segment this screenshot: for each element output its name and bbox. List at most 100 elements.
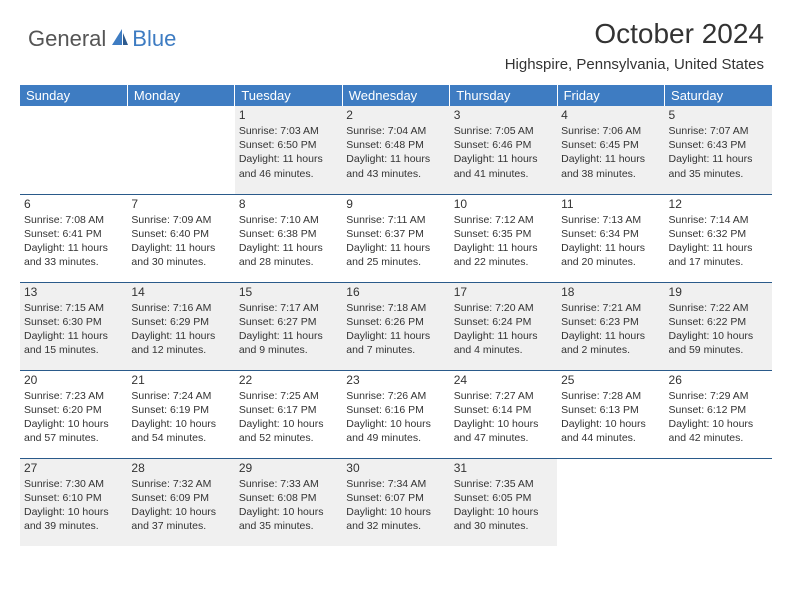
daylight-text: Daylight: 11 hours and 12 minutes.	[131, 329, 230, 357]
dayheader-friday: Friday	[557, 85, 664, 106]
brand-logo: General Blue	[28, 18, 176, 52]
day-info: Sunrise: 7:07 AMSunset: 6:43 PMDaylight:…	[669, 124, 768, 181]
day-info: Sunrise: 7:22 AMSunset: 6:22 PMDaylight:…	[669, 301, 768, 358]
page-title: October 2024	[505, 18, 764, 50]
calendar-table: Sunday Monday Tuesday Wednesday Thursday…	[20, 85, 772, 546]
day-number: 27	[24, 461, 123, 475]
sunrise-text: Sunrise: 7:27 AM	[454, 389, 553, 403]
calendar-cell: 7Sunrise: 7:09 AMSunset: 6:40 PMDaylight…	[127, 194, 234, 282]
sunset-text: Sunset: 6:38 PM	[239, 227, 338, 241]
dayheader-thursday: Thursday	[450, 85, 557, 106]
calendar-cell: 22Sunrise: 7:25 AMSunset: 6:17 PMDayligh…	[235, 370, 342, 458]
sunrise-text: Sunrise: 7:34 AM	[346, 477, 445, 491]
calendar-head: Sunday Monday Tuesday Wednesday Thursday…	[20, 85, 772, 106]
day-number: 5	[669, 108, 768, 122]
day-info: Sunrise: 7:10 AMSunset: 6:38 PMDaylight:…	[239, 213, 338, 270]
daylight-text: Daylight: 11 hours and 9 minutes.	[239, 329, 338, 357]
day-number: 19	[669, 285, 768, 299]
day-number: 28	[131, 461, 230, 475]
day-number: 24	[454, 373, 553, 387]
sunset-text: Sunset: 6:16 PM	[346, 403, 445, 417]
calendar-row: 20Sunrise: 7:23 AMSunset: 6:20 PMDayligh…	[20, 370, 772, 458]
daylight-text: Daylight: 11 hours and 2 minutes.	[561, 329, 660, 357]
day-number: 4	[561, 108, 660, 122]
daylight-text: Daylight: 11 hours and 30 minutes.	[131, 241, 230, 269]
day-number: 29	[239, 461, 338, 475]
day-info: Sunrise: 7:06 AMSunset: 6:45 PMDaylight:…	[561, 124, 660, 181]
day-info: Sunrise: 7:17 AMSunset: 6:27 PMDaylight:…	[239, 301, 338, 358]
daylight-text: Daylight: 10 hours and 54 minutes.	[131, 417, 230, 445]
day-number: 18	[561, 285, 660, 299]
calendar-row: 6Sunrise: 7:08 AMSunset: 6:41 PMDaylight…	[20, 194, 772, 282]
daylight-text: Daylight: 10 hours and 57 minutes.	[24, 417, 123, 445]
calendar-cell: 12Sunrise: 7:14 AMSunset: 6:32 PMDayligh…	[665, 194, 772, 282]
day-info: Sunrise: 7:26 AMSunset: 6:16 PMDaylight:…	[346, 389, 445, 446]
brand-part1: General	[28, 26, 106, 52]
sunset-text: Sunset: 6:45 PM	[561, 138, 660, 152]
day-number: 2	[346, 108, 445, 122]
day-number: 14	[131, 285, 230, 299]
calendar-cell: 26Sunrise: 7:29 AMSunset: 6:12 PMDayligh…	[665, 370, 772, 458]
calendar-cell: 28 Sunrise: 7:32 AMSunset: 6:09 PMDayligh…	[127, 458, 234, 546]
sunset-text: Sunset: 6:48 PM	[346, 138, 445, 152]
day-number: 25	[561, 373, 660, 387]
sunrise-text: Sunrise: 7:29 AM	[669, 389, 768, 403]
daylight-text: Daylight: 11 hours and 41 minutes.	[454, 152, 553, 180]
sunrise-text: Sunrise: 7:24 AM	[131, 389, 230, 403]
daylight-text: Daylight: 10 hours and 39 minutes.	[24, 505, 123, 533]
day-number: 9	[346, 197, 445, 211]
sunrise-text: Sunrise: 7:16 AM	[131, 301, 230, 315]
sunset-text: Sunset: 6:37 PM	[346, 227, 445, 241]
sunrise-text: Sunrise: 7:21 AM	[561, 301, 660, 315]
sunset-text: Sunset: 6:40 PM	[131, 227, 230, 241]
calendar-row: 27Sunrise: 7:30 AMSunset: 6:10 PMDayligh…	[20, 458, 772, 546]
daylight-text: Daylight: 11 hours and 4 minutes.	[454, 329, 553, 357]
sunrise-text: Sunrise: 7:23 AM	[24, 389, 123, 403]
calendar-cell: 3Sunrise: 7:05 AMSunset: 6:46 PMDaylight…	[450, 106, 557, 194]
sunset-text: Sunset: 6:10 PM	[24, 491, 123, 505]
day-number: 15	[239, 285, 338, 299]
day-number: 17	[454, 285, 553, 299]
calendar-body: 1 Sunrise: 7:03 AMSunset: 6:50 PMDaylight…	[20, 106, 772, 546]
sunset-text: Sunset: 6:27 PM	[239, 315, 338, 329]
calendar-cell: 16Sunrise: 7:18 AMSunset: 6:26 PMDayligh…	[342, 282, 449, 370]
title-block: October 2024 Highspire, Pennsylvania, Un…	[505, 18, 764, 73]
sunset-text: Sunset: 6:14 PM	[454, 403, 553, 417]
daylight-text: Daylight: 11 hours and 33 minutes.	[24, 241, 123, 269]
day-info: Sunrise: 7:03 AMSunset: 6:50 PMDaylight:…	[239, 124, 338, 181]
sunset-text: Sunset: 6:35 PM	[454, 227, 553, 241]
daylight-text: Daylight: 11 hours and 38 minutes.	[561, 152, 660, 180]
calendar-cell: 31Sunrise: 7:35 AMSunset: 6:05 PMDayligh…	[450, 458, 557, 546]
sunrise-text: Sunrise: 7:32 AM	[131, 477, 230, 491]
day-info: Sunrise: 7:15 AMSunset: 6:30 PMDaylight:…	[24, 301, 123, 358]
calendar-cell	[557, 458, 664, 546]
sunset-text: Sunset: 6:17 PM	[239, 403, 338, 417]
day-info: Sunrise: 7:16 AMSunset: 6:29 PMDaylight:…	[131, 301, 230, 358]
calendar-cell: 23Sunrise: 7:26 AMSunset: 6:16 PMDayligh…	[342, 370, 449, 458]
dayheader-wednesday: Wednesday	[342, 85, 449, 106]
day-number: 11	[561, 197, 660, 211]
sunrise-text: Sunrise: 7:13 AM	[561, 213, 660, 227]
sunset-text: Sunset: 6:30 PM	[24, 315, 123, 329]
day-number: 1	[239, 108, 338, 122]
sunrise-text: Sunrise: 7:35 AM	[454, 477, 553, 491]
day-info: Sunrise: 7:35 AMSunset: 6:05 PMDaylight:…	[454, 477, 553, 534]
sunset-text: Sunset: 6:46 PM	[454, 138, 553, 152]
day-number: 8	[239, 197, 338, 211]
day-info: Sunrise: 7:27 AMSunset: 6:14 PMDaylight:…	[454, 389, 553, 446]
sunset-text: Sunset: 6:23 PM	[561, 315, 660, 329]
day-info: Sunrise: 7:32 AMSunset: 6:09 PMDaylight:…	[131, 477, 230, 534]
day-number: 30	[346, 461, 445, 475]
day-info: Sunrise: 7:24 AMSunset: 6:19 PMDaylight:…	[131, 389, 230, 446]
sunset-text: Sunset: 6:26 PM	[346, 315, 445, 329]
calendar-cell	[665, 458, 772, 546]
calendar-cell: 14 Sunrise: 7:16 AMSunset: 6:29 PMDayligh…	[127, 282, 234, 370]
day-info: Sunrise: 7:11 AMSunset: 6:37 PMDaylight:…	[346, 213, 445, 270]
calendar-cell: 27Sunrise: 7:30 AMSunset: 6:10 PMDayligh…	[20, 458, 127, 546]
daylight-text: Daylight: 11 hours and 17 minutes.	[669, 241, 768, 269]
day-info: Sunrise: 7:25 AMSunset: 6:17 PMDaylight:…	[239, 389, 338, 446]
day-info: Sunrise: 7:13 AMSunset: 6:34 PMDaylight:…	[561, 213, 660, 270]
calendar-cell: 4 Sunrise: 7:06 AMSunset: 6:45 PMDaylight…	[557, 106, 664, 194]
daylight-text: Daylight: 10 hours and 35 minutes.	[239, 505, 338, 533]
sunrise-text: Sunrise: 7:17 AM	[239, 301, 338, 315]
